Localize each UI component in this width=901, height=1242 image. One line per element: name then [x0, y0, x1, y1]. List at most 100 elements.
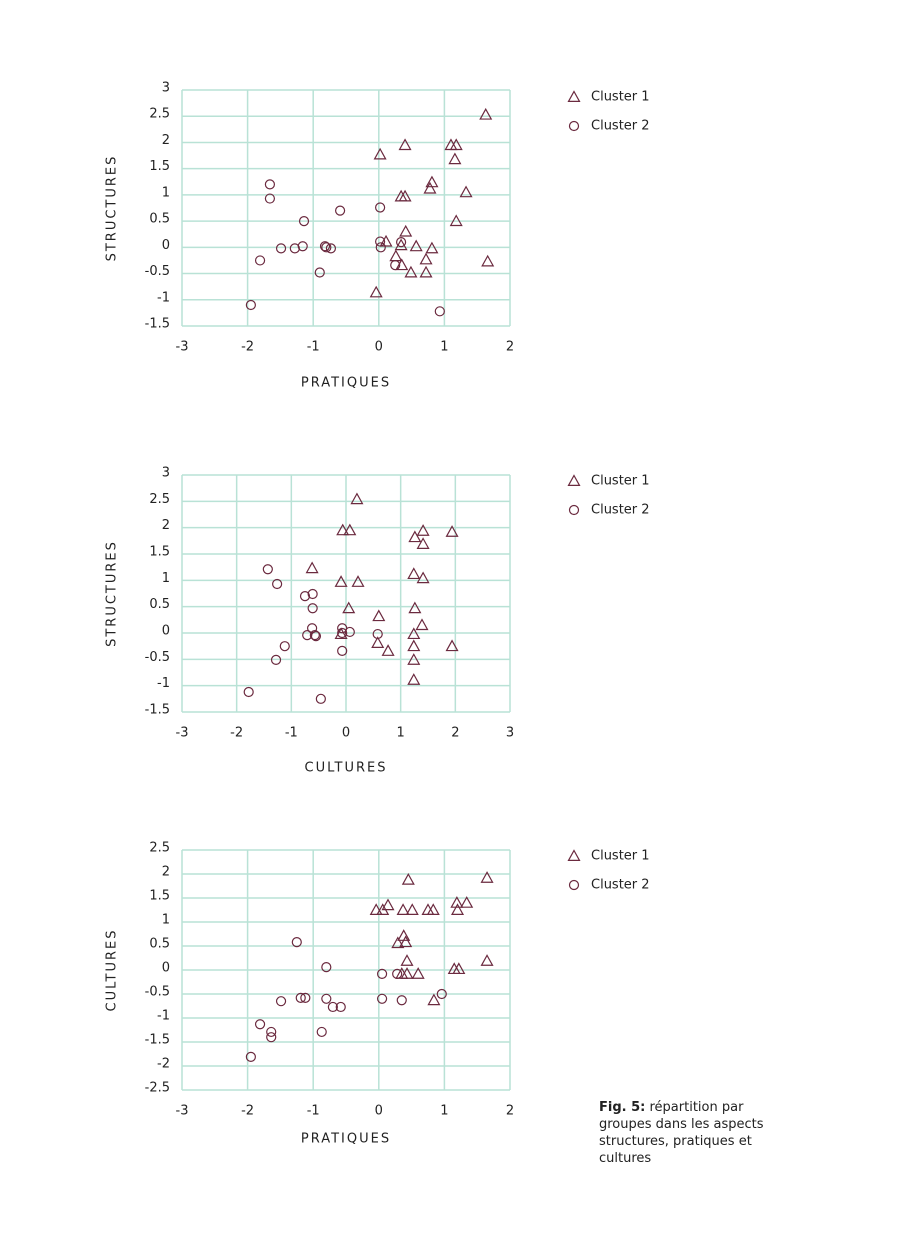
point	[373, 147, 387, 160]
point	[299, 591, 311, 602]
point	[408, 601, 422, 614]
point	[335, 1001, 346, 1013]
point	[391, 936, 405, 949]
point	[481, 254, 495, 267]
legend-label: Cluster 1	[591, 90, 650, 105]
x-axis-title: PRATIQUES	[301, 376, 391, 391]
y-tick-label: -1	[157, 1009, 170, 1024]
point	[405, 903, 419, 915]
y-tick-label: 0	[162, 961, 170, 976]
y-tick-label: 2.5	[149, 107, 170, 122]
point	[315, 693, 326, 704]
point	[389, 249, 403, 262]
point	[419, 265, 433, 278]
x-tick-label: -1	[285, 726, 298, 741]
y-tick-label: 2	[162, 133, 170, 148]
point	[400, 967, 414, 979]
point	[300, 992, 311, 1003]
point	[291, 937, 302, 948]
point	[407, 567, 421, 580]
caption-label: Fig. 5:	[599, 1100, 646, 1115]
y-tick-label: 0	[162, 238, 170, 253]
point	[459, 185, 473, 198]
legend-marker	[567, 474, 581, 486]
point	[342, 601, 356, 614]
caption: Fig. 5: répartition par groupes dans les…	[599, 1099, 799, 1167]
point	[243, 686, 254, 698]
point	[434, 306, 445, 317]
point	[321, 993, 332, 1004]
point	[390, 260, 401, 271]
point	[379, 234, 393, 247]
x-axis-title: CULTURES	[305, 761, 388, 776]
point	[245, 1051, 256, 1062]
point	[396, 995, 407, 1006]
point	[398, 138, 412, 151]
y-axis-title: STRUCTURES	[105, 155, 120, 262]
point	[307, 623, 318, 634]
point	[416, 571, 430, 584]
x-tick-label: -2	[241, 340, 254, 355]
point	[321, 962, 332, 973]
point	[427, 993, 441, 1006]
point	[327, 1001, 338, 1013]
point	[399, 935, 413, 948]
point	[334, 575, 348, 587]
y-tick-label: -0.5	[145, 264, 170, 279]
legend-marker	[567, 90, 581, 102]
point	[480, 954, 494, 966]
point	[337, 627, 348, 639]
y-tick-label: 0.5	[149, 597, 170, 612]
point	[254, 1019, 266, 1030]
point	[426, 903, 440, 915]
point	[407, 639, 421, 652]
point	[314, 267, 325, 278]
point	[448, 152, 462, 165]
point	[425, 241, 439, 254]
y-tick-label: 0.5	[149, 212, 170, 227]
x-tick-label: 1	[440, 340, 448, 355]
x-tick-label: 2	[506, 340, 514, 355]
point	[319, 241, 331, 252]
x-tick-label: 0	[375, 1104, 383, 1119]
x-tick-label: 1	[397, 726, 405, 741]
point	[264, 193, 276, 204]
x-tick-label: 0	[375, 340, 383, 355]
point	[450, 896, 464, 908]
point	[262, 564, 273, 575]
point	[321, 242, 332, 253]
point	[309, 630, 320, 641]
point	[343, 523, 357, 536]
y-tick-label: -0.5	[145, 650, 170, 665]
y-axis-title: CULTURES	[105, 929, 120, 1012]
x-tick-label: -1	[307, 340, 320, 355]
legend-marker	[567, 849, 581, 861]
point	[398, 189, 412, 202]
point	[344, 626, 355, 638]
y-tick-label: 1.5	[149, 545, 170, 560]
legend-marker	[568, 879, 580, 891]
x-tick-label: 2	[451, 726, 459, 741]
x-tick-label: -1	[307, 1104, 320, 1119]
point	[375, 202, 386, 213]
point	[376, 993, 388, 1004]
y-tick-label: 1	[162, 185, 170, 200]
point	[395, 258, 409, 271]
y-tick-label: 3	[162, 81, 170, 96]
y-tick-label: 2.5	[149, 492, 170, 507]
point	[381, 644, 395, 656]
point	[411, 967, 425, 979]
point	[376, 903, 390, 915]
point	[351, 575, 365, 587]
point	[336, 523, 350, 536]
point	[436, 988, 447, 1000]
y-tick-label: -0.5	[145, 985, 170, 1000]
point	[451, 903, 465, 915]
point	[305, 561, 319, 574]
x-tick-label: -2	[241, 1104, 254, 1119]
point	[266, 1026, 277, 1038]
point	[449, 138, 463, 151]
y-tick-label: 1	[162, 913, 170, 928]
point	[369, 285, 383, 298]
point	[279, 641, 290, 652]
